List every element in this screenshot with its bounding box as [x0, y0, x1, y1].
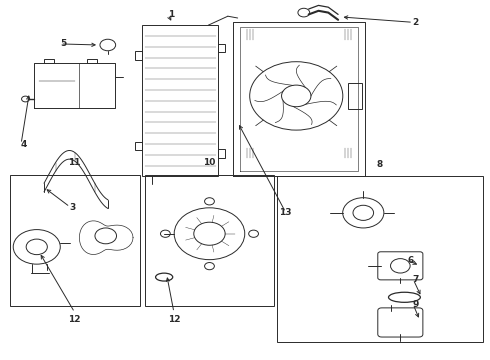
Text: 6: 6 — [408, 256, 414, 265]
Text: 3: 3 — [70, 202, 76, 212]
Bar — [277, 176, 483, 342]
Text: 8: 8 — [377, 160, 383, 169]
Bar — [44, 59, 54, 63]
Bar — [135, 142, 142, 150]
Text: 5: 5 — [60, 40, 66, 49]
Text: 12: 12 — [69, 315, 81, 324]
Bar — [218, 44, 225, 52]
Bar — [348, 83, 363, 108]
Text: 1: 1 — [168, 10, 174, 19]
Text: 12: 12 — [168, 315, 180, 324]
Text: 2: 2 — [413, 18, 419, 27]
Bar — [145, 175, 274, 306]
Bar — [135, 51, 142, 60]
Bar — [142, 25, 218, 176]
Bar — [218, 149, 225, 158]
Text: 10: 10 — [203, 158, 216, 167]
Text: 9: 9 — [413, 300, 419, 309]
Text: 13: 13 — [279, 208, 292, 217]
Text: 7: 7 — [413, 275, 419, 284]
Bar — [87, 59, 97, 63]
Bar — [10, 175, 140, 306]
Text: 4: 4 — [21, 140, 27, 149]
Text: 11: 11 — [69, 158, 81, 167]
